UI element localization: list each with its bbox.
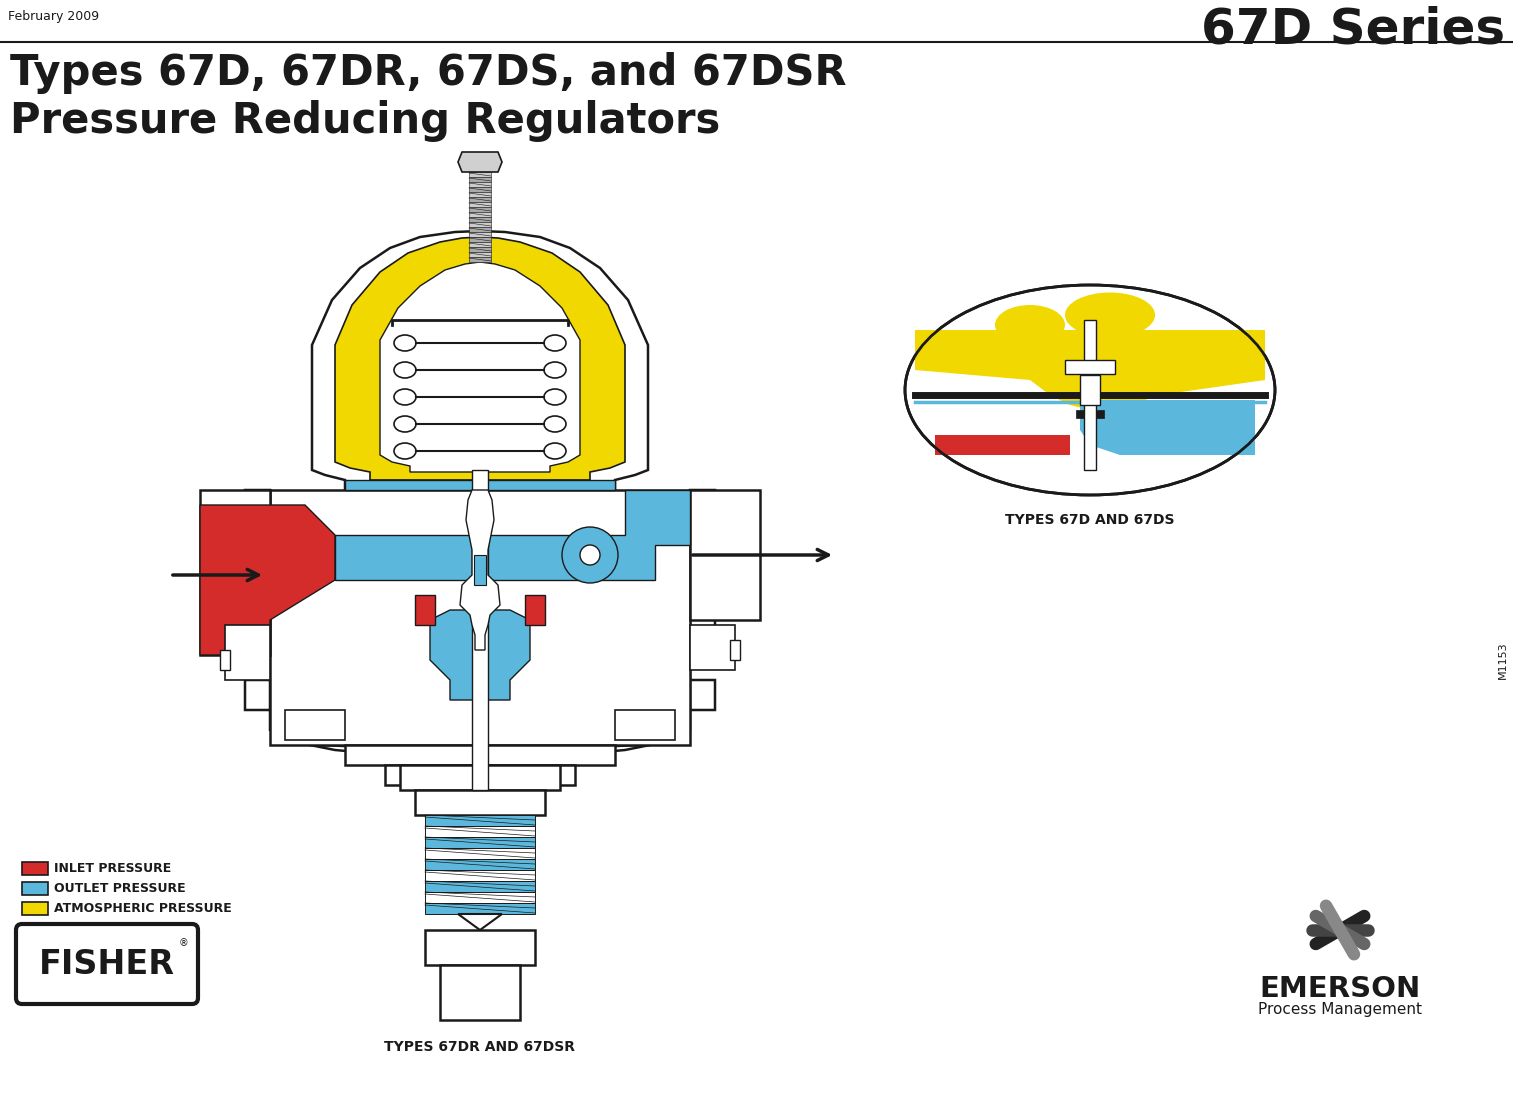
Ellipse shape [393, 443, 416, 459]
Polygon shape [345, 480, 614, 490]
Bar [469, 227, 492, 232]
Bar [425, 869, 536, 881]
Bar [200, 490, 269, 655]
Bar [23, 882, 48, 895]
Bar [425, 815, 536, 826]
Bar [469, 217, 492, 222]
Text: February 2009: February 2009 [8, 10, 100, 23]
Text: 67D Series: 67D Series [1201, 4, 1505, 53]
Bar [469, 177, 492, 182]
Bar [1065, 360, 1115, 374]
Text: .: . [1409, 975, 1415, 994]
Bar [469, 207, 492, 211]
Circle shape [579, 545, 601, 565]
Bar [384, 765, 575, 786]
Bar [474, 555, 486, 585]
Bar [469, 203, 492, 207]
Ellipse shape [545, 443, 566, 459]
Polygon shape [334, 490, 690, 580]
Ellipse shape [905, 285, 1275, 495]
Bar [1076, 410, 1083, 419]
Ellipse shape [393, 335, 416, 351]
Bar [425, 826, 536, 837]
Ellipse shape [996, 305, 1065, 345]
Circle shape [561, 527, 617, 583]
Bar [23, 862, 48, 875]
Bar [399, 765, 560, 790]
Text: Pressure Reducing Regulators: Pressure Reducing Regulators [11, 100, 720, 142]
Bar [425, 892, 536, 903]
Bar [425, 848, 536, 859]
Bar [440, 965, 520, 1021]
Polygon shape [430, 610, 530, 700]
FancyBboxPatch shape [17, 924, 198, 1004]
Bar [345, 745, 614, 765]
Ellipse shape [545, 416, 566, 432]
Polygon shape [334, 237, 625, 480]
Text: OUTLET PRESSURE: OUTLET PRESSURE [54, 882, 186, 895]
Bar [219, 650, 230, 670]
Bar [425, 881, 536, 892]
Bar [469, 172, 492, 177]
Polygon shape [525, 595, 545, 626]
Text: INLET PRESSURE: INLET PRESSURE [54, 862, 171, 875]
Bar [23, 902, 48, 915]
Text: TYPES 67DR AND 67DSR: TYPES 67DR AND 67DSR [384, 1040, 575, 1054]
Polygon shape [458, 914, 502, 930]
Bar [425, 837, 536, 848]
Bar [225, 626, 269, 680]
Bar [469, 187, 492, 192]
Bar [469, 232, 492, 237]
Bar [425, 859, 536, 869]
Polygon shape [935, 435, 1070, 455]
Ellipse shape [545, 389, 566, 405]
Polygon shape [200, 505, 334, 655]
Polygon shape [460, 490, 499, 650]
Text: Types 67D, 67DR, 67DS, and 67DSR: Types 67D, 67DR, 67DS, and 67DSR [11, 51, 847, 94]
Bar [469, 197, 492, 203]
Bar [269, 490, 690, 745]
Polygon shape [1080, 399, 1254, 455]
Text: FISHER: FISHER [39, 948, 176, 980]
Bar [469, 182, 492, 187]
Ellipse shape [1065, 292, 1154, 338]
Bar [469, 222, 492, 227]
Bar [469, 242, 492, 247]
Bar [1083, 320, 1095, 470]
Bar [469, 211, 492, 217]
Polygon shape [245, 490, 716, 758]
Bar [415, 790, 545, 815]
Text: Process Management: Process Management [1257, 1002, 1422, 1017]
Ellipse shape [393, 363, 416, 378]
Ellipse shape [545, 363, 566, 378]
Polygon shape [312, 231, 648, 490]
Text: ®: ® [179, 938, 189, 948]
Polygon shape [380, 262, 579, 472]
Bar [469, 252, 492, 257]
Bar [690, 490, 760, 620]
Bar [469, 192, 492, 197]
Bar [729, 640, 740, 660]
Polygon shape [415, 595, 436, 626]
Bar [425, 903, 536, 914]
Bar [472, 470, 489, 790]
Ellipse shape [393, 389, 416, 405]
Bar [425, 930, 536, 965]
Polygon shape [915, 330, 1265, 410]
Bar [1095, 410, 1104, 419]
Ellipse shape [545, 335, 566, 351]
Text: TYPES 67D AND 67DS: TYPES 67D AND 67DS [1005, 513, 1174, 527]
Bar [614, 709, 675, 740]
Text: M1153: M1153 [1498, 641, 1508, 679]
Bar [690, 626, 735, 670]
Bar [469, 247, 492, 252]
Text: EMERSON: EMERSON [1259, 975, 1421, 1003]
Bar [1080, 375, 1100, 405]
Bar [469, 237, 492, 242]
Polygon shape [458, 152, 502, 172]
Bar [284, 709, 345, 740]
Text: ATMOSPHERIC PRESSURE: ATMOSPHERIC PRESSURE [54, 902, 231, 915]
Ellipse shape [393, 416, 416, 432]
Bar [469, 257, 492, 262]
